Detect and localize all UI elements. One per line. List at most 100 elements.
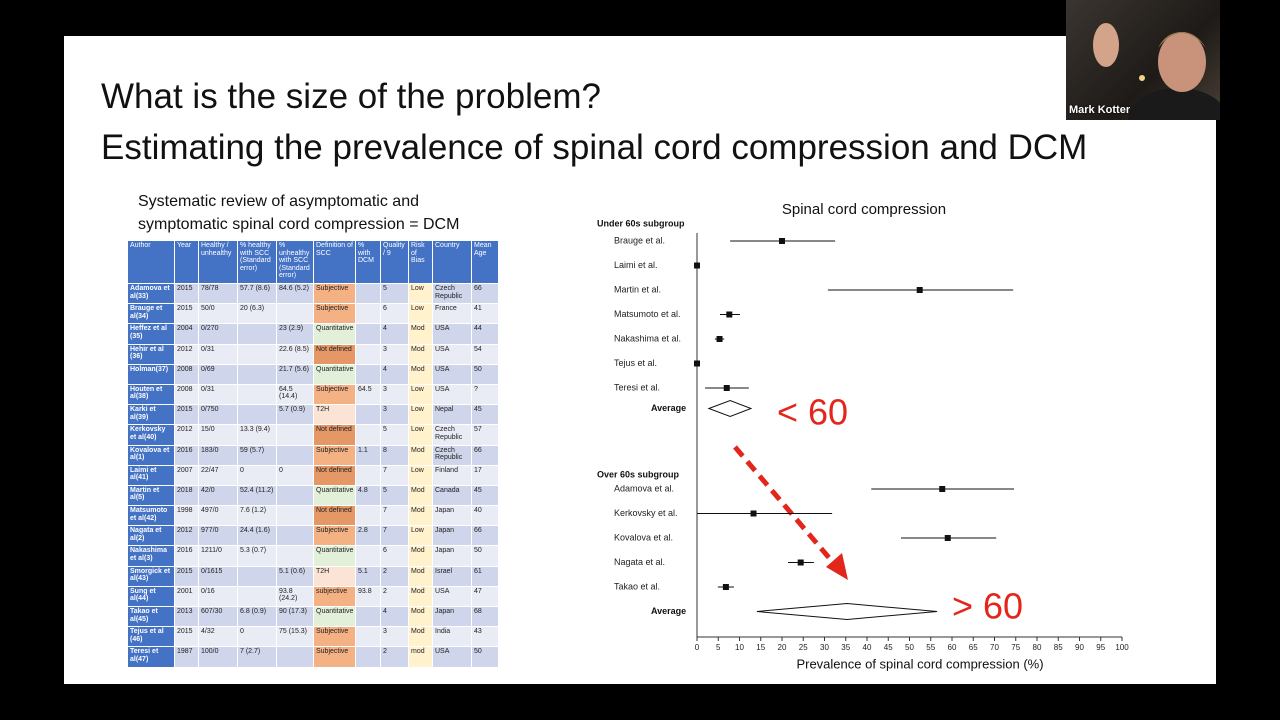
table-cell: [355, 605, 381, 628]
table-cell: 2013: [174, 605, 199, 628]
table-row: Tejus et al (46) 2015 4/32 0 75 (15.3) Subjec…: [127, 626, 499, 648]
table-cell: 2: [380, 646, 409, 668]
subgroup-annotation: > 60: [952, 586, 1023, 627]
x-tick-label: 25: [799, 643, 808, 652]
table-cell: 6.8 (0.9): [237, 605, 277, 628]
table-cell: India: [432, 626, 472, 648]
table-cell: Not defined: [313, 505, 356, 527]
x-tick-label: 75: [1011, 643, 1020, 652]
table-row: Hehir et al (36) 2012 0/31 22.6 (8.5) Not de…: [127, 343, 499, 365]
table-row: Brauge et al(34) 2015 50/0 20 (6.3) Subjecti…: [127, 303, 499, 325]
table-cell: 5: [380, 424, 409, 446]
table-cell: 54: [471, 343, 499, 365]
table-row: Teresi et al(47) 1987 100/0 7 (2.7) Subjecti…: [127, 646, 499, 668]
table-cell: Low: [408, 404, 433, 426]
table-cell: Low: [408, 282, 433, 305]
header-cell: Mean Age: [471, 240, 499, 284]
table-cell: 3: [380, 626, 409, 648]
study-label: Adamova et al.: [614, 483, 674, 493]
x-tick-label: 70: [990, 643, 999, 652]
table-cell: Sung et al(44): [127, 585, 175, 608]
table-cell: Hehir et al (36): [127, 343, 175, 365]
table-cell: [276, 545, 314, 567]
header-cell: Healthy / unhealthy: [198, 240, 238, 284]
table-cell: 50/0: [198, 303, 238, 325]
table-cell: 59 (5.7): [237, 444, 277, 466]
table-cell: 61: [471, 565, 499, 587]
subgroup-annotation: < 60: [777, 392, 848, 433]
table-cell: [355, 646, 381, 668]
study-label: Nakashima et al.: [614, 333, 681, 343]
table-cell: Quantitative: [313, 363, 356, 385]
header-cell: % healthy with SCC (Standard error): [237, 240, 277, 284]
table-cell: 64.5: [355, 383, 381, 406]
study-label: Martin et al.: [614, 284, 661, 294]
table-cell: 7 (2.7): [237, 646, 277, 668]
x-tick-label: 35: [841, 643, 850, 652]
table-cell: [355, 323, 381, 345]
table-cell: [355, 303, 381, 325]
point-estimate: [694, 262, 700, 269]
x-tick-label: 90: [1075, 643, 1084, 652]
study-label: Matsumoto et al.: [614, 309, 681, 319]
average-diamond: [756, 602, 938, 621]
study-label: Tejus et al.: [614, 358, 657, 368]
table-cell: 2016: [174, 444, 199, 466]
x-tick-label: 20: [778, 643, 787, 652]
table-cell: 0/31: [198, 343, 238, 365]
table-cell: Matsumoto et al(42): [127, 505, 175, 527]
table-cell: [276, 424, 314, 446]
table-cell: Mod: [408, 545, 433, 567]
table-cell: 20 (6.3): [237, 303, 277, 325]
point-estimate: [723, 385, 730, 391]
point-estimate: [939, 486, 946, 492]
table-cell: 2008: [174, 383, 199, 406]
table-cell: Brauge et al(34): [127, 303, 175, 325]
table-cell: 4/32: [198, 626, 238, 648]
table-cell: Not defined: [313, 343, 356, 365]
table-cell: 66: [471, 525, 499, 547]
table-cell: 5.3 (0.7): [237, 545, 277, 567]
table-cell: Low: [408, 525, 433, 547]
table-row: Takao et al(45) 2013 607/30 6.8 (0.9) 90 (17…: [127, 605, 499, 628]
table-cell: 5.1 (0.6): [276, 565, 314, 587]
subgroup-label: Over 60s subgroup: [597, 469, 680, 479]
point-estimate: [694, 360, 700, 367]
table-cell: Martin et al(5): [127, 484, 175, 507]
table-cell: 607/30: [198, 605, 238, 628]
study-label: Teresi et al.: [614, 382, 660, 392]
table-cell: 0/750: [198, 404, 238, 426]
table-cell: 6: [380, 545, 409, 567]
table-cell: USA: [432, 585, 472, 608]
header-cell: % unhealthy with SCC (Standard error): [276, 240, 314, 284]
table-cell: Mod: [408, 626, 433, 648]
point-estimate: [916, 287, 923, 293]
table-cell: 2004: [174, 323, 199, 345]
table-cell: 3: [380, 343, 409, 365]
table-cell: 50: [471, 646, 499, 668]
table-cell: [237, 383, 277, 406]
table-cell: 3: [380, 404, 409, 426]
table-cell: Not defined: [313, 464, 356, 486]
table-cell: Subjective: [313, 303, 356, 325]
point-estimate: [779, 238, 785, 244]
point-estimate: [726, 311, 733, 318]
table-cell: Mod: [408, 605, 433, 628]
study-label: Nagata et al.: [614, 557, 665, 567]
table-cell: 50: [471, 545, 499, 567]
participant-name: Mark Kotter: [1069, 104, 1131, 116]
table-cell: 0/1615: [198, 565, 238, 587]
table-cell: USA: [432, 363, 472, 385]
table-row: Houten et al(38) 2008 0/31 64.5 (14.4) Subje…: [127, 383, 499, 406]
x-tick-label: 45: [884, 643, 893, 652]
table-cell: 0: [276, 464, 314, 486]
x-tick-label: 30: [820, 643, 829, 652]
table-cell: 75 (15.3): [276, 626, 314, 648]
chart-title: Spinal cord compression: [782, 201, 946, 218]
table-cell: Kovalova et al(1): [127, 444, 175, 466]
table-cell: 5: [380, 282, 409, 305]
table-cell: [237, 323, 277, 345]
table-cell: Japan: [432, 505, 472, 527]
table-cell: 2.8: [355, 525, 381, 547]
table-cell: [355, 404, 381, 426]
